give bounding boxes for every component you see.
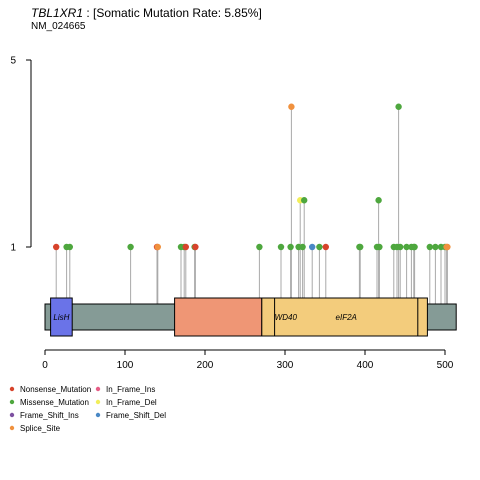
legend-swatch (9, 399, 15, 405)
legend-label: In_Frame_Ins (106, 385, 155, 394)
mutation-dot (375, 197, 382, 204)
domain-lish (50, 297, 73, 337)
mutation-dot (376, 243, 383, 251)
mutation-dots (53, 103, 451, 251)
legend-label: Splice_Site (20, 424, 61, 433)
mutation-dot (403, 243, 410, 251)
mutation-dot (277, 243, 285, 251)
mutation-dot (395, 103, 402, 110)
mutation-dot (444, 243, 451, 251)
mutation-dot (182, 243, 189, 251)
mutation-dot (301, 197, 308, 204)
gene-name: TBL1XR1 (31, 6, 84, 20)
x-tick-label: 300 (277, 360, 294, 371)
mutation-dot (53, 243, 60, 251)
transcript-id: NM_024665 (31, 21, 86, 32)
y-tick-label: 1 (10, 243, 16, 254)
domain-label: LisH (53, 313, 69, 322)
mutation-dot (322, 243, 329, 251)
mutation-dot (432, 243, 439, 251)
protein-track: LisH WD40 eIF2A (44, 297, 457, 337)
y-axis: 15 (10, 56, 32, 254)
mutation-stems (55, 106, 448, 304)
mutation-dot (309, 243, 316, 251)
mutation-dot (287, 243, 294, 251)
domain-label: eIF2A (336, 313, 357, 322)
x-tick-label: 0 (42, 360, 48, 371)
mutation-dot (316, 243, 323, 251)
mutation-dot (411, 243, 418, 251)
legend-label: Nonsense_Mutation (20, 385, 91, 394)
legend-label: Missense_Mutation (20, 398, 89, 407)
legend-swatch (9, 412, 15, 418)
y-tick-label: 5 (10, 56, 16, 67)
legend-swatch (95, 399, 101, 405)
mutation-dot (299, 243, 306, 251)
legend: Nonsense_Mutation In_Frame_Ins Missense_Mu… (9, 385, 166, 433)
legend-swatch (95, 386, 101, 392)
mutation-dot (357, 243, 364, 251)
mutation-dot (66, 243, 74, 251)
mutation-dot (426, 243, 433, 251)
legend-swatch (95, 412, 101, 418)
x-tick-label: 400 (357, 360, 374, 371)
x-tick-label: 500 (437, 360, 454, 371)
legend-swatch (9, 386, 15, 392)
x-axis: 0 100 200 300 400 500 (42, 349, 454, 371)
domain-unnamed (174, 297, 263, 337)
mutation-dot (127, 243, 134, 251)
x-tick-label: 200 (197, 360, 214, 371)
chart-title: TBL1XR1 : [Somatic Mutation Rate: 5.85%] (31, 6, 262, 20)
mutation-dot (154, 243, 161, 251)
mutation-dot (256, 243, 263, 251)
legend-label: Frame_Shift_Del (106, 411, 166, 420)
legend-swatch (9, 425, 15, 431)
mutation-dot (288, 103, 295, 110)
mutation-rate: : [Somatic Mutation Rate: 5.85%] (83, 6, 262, 20)
x-tick-label: 100 (117, 360, 134, 371)
legend-label: Frame_Shift_Ins (20, 411, 79, 420)
legend-label: In_Frame_Del (106, 398, 157, 407)
mutation-dot (397, 243, 404, 251)
domain-label: WD40 (275, 313, 298, 322)
mutation-dot (192, 243, 199, 251)
domain-eif2a (274, 297, 419, 337)
